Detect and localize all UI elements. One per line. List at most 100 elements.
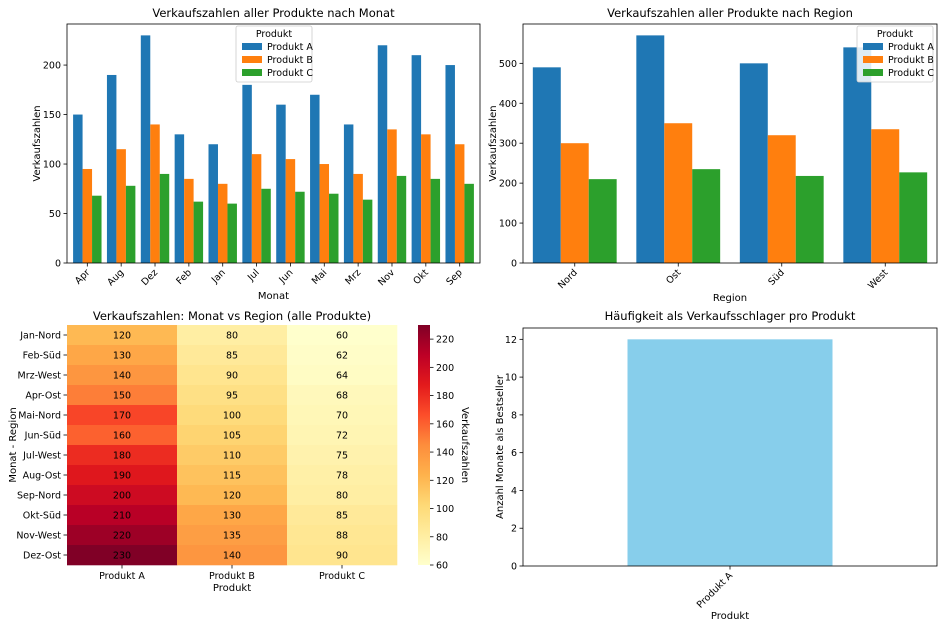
heatmap-cell [67, 525, 178, 546]
heatmap-cell-value: 100 [223, 411, 241, 422]
chart-title: Häufigkeit als Verkaufsschlager pro Prod… [605, 309, 856, 323]
heatmap-cell-value: 140 [113, 371, 131, 382]
y-tick-label: Nov-West [16, 531, 61, 542]
bar-produkt-c-nord [588, 179, 617, 263]
y-tick-label: 200 [499, 179, 517, 190]
x-tick-label: Jan [209, 267, 228, 286]
bar-produkt-a-dez [140, 35, 151, 263]
bar-produkt-a-jul [242, 84, 252, 263]
chart-heatmap-month-region: 120 80 60 130 85 62 140 90 64 150 95 68 170 100 70 160 1… [8, 309, 470, 594]
heatmap-cell-value: 115 [223, 471, 241, 482]
bar-produkt-b-ost [664, 123, 693, 263]
heatmap-cell [67, 505, 178, 526]
colorbar-tick-label: 80 [436, 532, 448, 543]
heatmap-cell-value: 75 [336, 451, 348, 462]
bar-produkt-c-nov [396, 175, 407, 263]
legend-swatch [863, 56, 883, 63]
chart-bestseller-frequency: 0 2 4 6 8 10 12 Produkt A Häufigkeit als Verkauf… [495, 309, 938, 622]
bar-produkt-a-ost [636, 35, 665, 263]
heatmap-cell-value: 190 [113, 471, 131, 482]
bar-produkt-b-apr [82, 168, 93, 263]
colorbar-tick-label: 180 [436, 391, 454, 402]
x-tick-label: Jul [245, 267, 262, 284]
heatmap-cell [67, 345, 178, 366]
heatmap-cell-value: 105 [223, 431, 241, 442]
legend-title: Produkt [877, 29, 914, 40]
x-tick-label: Mrz [343, 267, 363, 287]
x-tick-label: Produkt B [209, 571, 255, 582]
bar-produkt-a-jan [208, 144, 218, 263]
chart-title: Verkaufszahlen aller Produkte nach Monat [152, 6, 395, 20]
heatmap-cell [177, 505, 288, 526]
bar-produkt-a-west [843, 47, 872, 263]
x-tick-label: Produkt C [319, 571, 365, 582]
bar-produkt-c-jun [295, 191, 305, 263]
heatmap-cell [67, 325, 178, 346]
y-tick-label: Okt-Süd [23, 511, 61, 522]
legend-label: Produkt C [267, 68, 313, 79]
bar-produkt-c-okt [430, 178, 441, 263]
bar-produkt-c-dez [159, 173, 170, 263]
heatmap-cell-value: 220 [113, 531, 131, 542]
bar-produkt-b-jul [251, 154, 262, 263]
x-tick-label: Jun [277, 267, 296, 286]
bar-produkt-a-nord [532, 67, 561, 263]
bar-produkt-b-okt [421, 134, 431, 263]
bar-produkt-b-sep [454, 144, 465, 263]
x-tick-label: Nord [556, 267, 580, 291]
bar-produkt-a-feb [174, 134, 185, 263]
x-tick-label: Okt [411, 267, 431, 287]
y-tick-label: Jun-Süd [24, 431, 61, 442]
bar-produkt-c-jul [261, 188, 271, 263]
legend-label: Produkt B [888, 55, 934, 66]
bar-produkt-c-aug [125, 185, 136, 263]
heatmap-cell [287, 365, 398, 386]
x-tick-label: Feb [174, 267, 194, 287]
x-tick-label: Ost [664, 267, 683, 286]
heatmap-cell-value: 90 [336, 551, 348, 562]
chart-monthly-sales: 0 50 100 150 200 Apr Aug Dez Feb Jan Jul Jun Mai Mrz N… [32, 6, 481, 302]
x-tick-label: Apr [73, 267, 92, 286]
x-axis-label: Produkt [711, 611, 749, 622]
heatmap-cell-value: 170 [113, 411, 131, 422]
bar-produkt-c-mai [329, 193, 339, 263]
colorbar-label: Verkaufszahlen [459, 407, 470, 483]
heatmap-cell-value: 80 [336, 491, 348, 502]
bar-produkt-c-süd [795, 175, 824, 263]
heatmap-cell [177, 425, 288, 446]
x-tick-label: Nov [376, 267, 397, 288]
heatmap-cell-value: 95 [226, 391, 238, 402]
y-tick-label: 0 [511, 259, 517, 270]
heatmap-cell-value: 130 [113, 351, 131, 362]
bar-produkt-c-mrz [362, 199, 373, 263]
heatmap-cell-value: 72 [336, 431, 348, 442]
y-tick-label: 50 [49, 209, 61, 220]
legend-swatch [242, 69, 262, 76]
x-tick-label: Produkt A [99, 571, 145, 582]
y-axis-label: Anzahl Monate als Bestseller [495, 374, 506, 519]
heatmap-cell-value: 160 [113, 431, 131, 442]
bar-produkt-a-okt [411, 55, 422, 263]
heatmap-cell [177, 325, 288, 346]
plot-frame [66, 23, 481, 264]
y-tick-label: 100 [43, 160, 61, 171]
heatmap-cell-value: 80 [226, 331, 238, 342]
heatmap-cell-value: 88 [336, 531, 348, 542]
heatmap-cell [287, 545, 398, 566]
heatmap-cell-value: 64 [336, 371, 348, 382]
legend-label: Produkt A [267, 42, 313, 53]
y-tick-label: Feb-Süd [23, 351, 61, 362]
legend-box [235, 25, 313, 83]
x-axis-label: Produkt [213, 583, 251, 594]
bar-produkt-c-sep [464, 183, 474, 263]
bar-produkt-b-nord [560, 143, 589, 263]
heatmap-cell [287, 425, 398, 446]
y-tick-label: Jan-Nord [19, 331, 61, 342]
y-tick-label: 400 [499, 99, 517, 110]
x-tick-label: Süd [766, 267, 787, 288]
y-axis-label: Verkaufszahlen [32, 105, 43, 181]
heatmap-cell-value: 120 [113, 331, 131, 342]
y-tick-label: 0 [55, 259, 61, 270]
heatmap-cell [287, 445, 398, 466]
legend-box [856, 25, 934, 83]
